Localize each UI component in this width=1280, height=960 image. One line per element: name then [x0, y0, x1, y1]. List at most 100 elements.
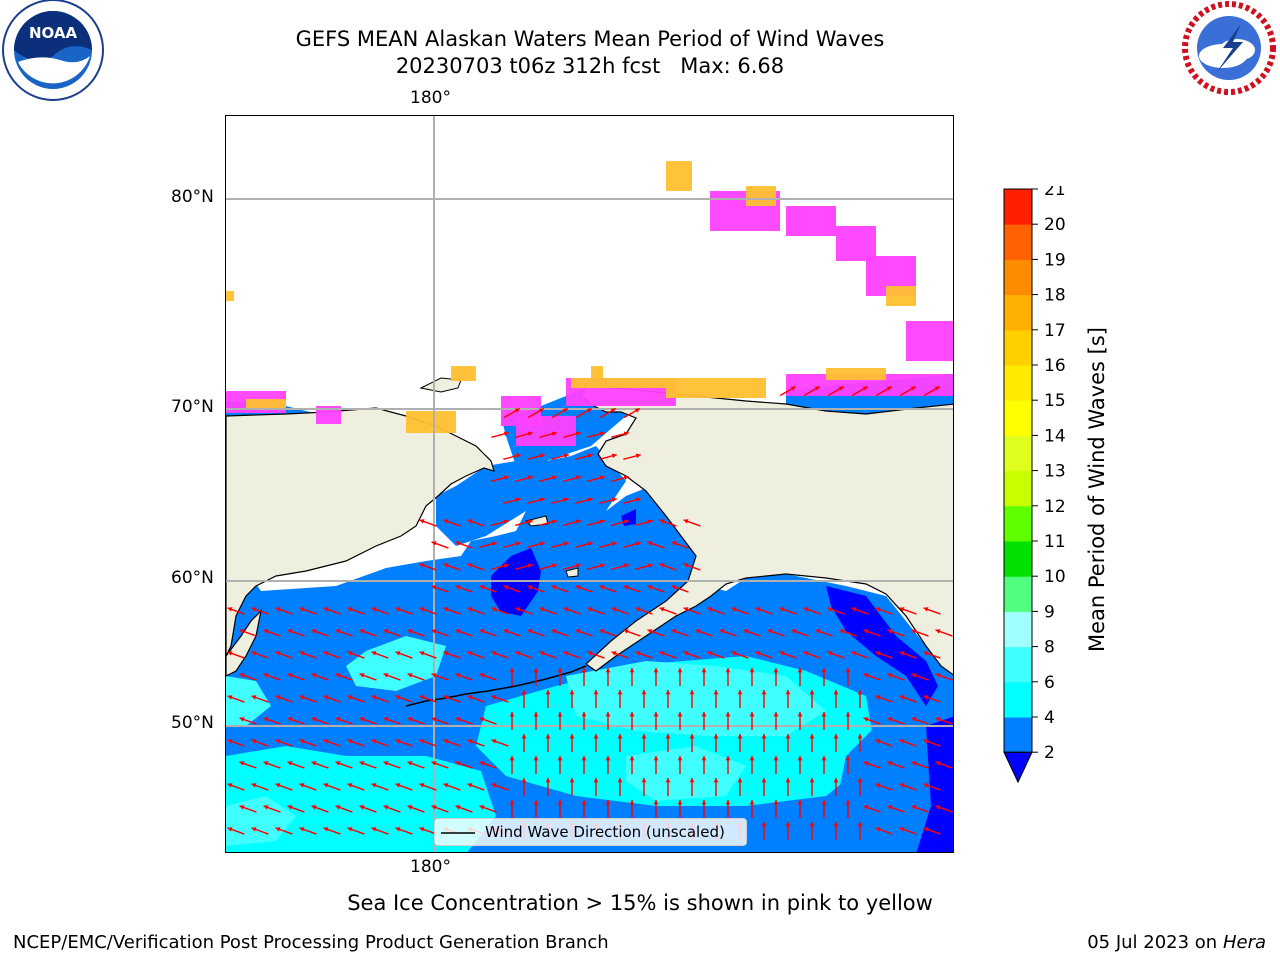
wind-arrow-head: [323, 827, 329, 832]
wind-arrow-head: [527, 585, 533, 590]
wind-arrow-head: [647, 629, 653, 634]
wind-arrow-head: [479, 629, 485, 634]
wind-arrow-head: [809, 778, 815, 783]
wind-arrow-head: [587, 453, 593, 459]
colorbar-tick-label: 17: [1044, 321, 1066, 341]
wind-arrow-head: [557, 712, 563, 717]
colorbar-tick-label: 4: [1044, 708, 1055, 728]
wind-arrow-head: [521, 778, 527, 783]
wind-arrow-head: [431, 541, 437, 546]
wind-arrow-head: [491, 783, 497, 788]
wind-arrow-head: [455, 805, 461, 810]
wind-arrow-head: [251, 739, 257, 744]
wind-arrow-head: [533, 756, 539, 761]
sea-ice-patch: [226, 291, 234, 301]
sea-ice-patch: [516, 416, 576, 446]
wind-arrow-head: [347, 695, 353, 700]
wind-arrow-head: [923, 607, 929, 612]
wind-arrow-head: [887, 805, 893, 810]
wind-arrow-head: [383, 673, 389, 678]
wind-arrow-head: [455, 761, 461, 766]
wind-arrow-head: [371, 827, 377, 832]
wind-arrow-head: [935, 761, 941, 766]
wind-arrow-head: [701, 756, 707, 761]
cyan-zone: [226, 676, 271, 726]
wind-arrow-head: [239, 673, 245, 678]
land-st-lawrence: [525, 515, 549, 527]
sea-ice-patch: [451, 366, 476, 381]
wind-arrow-head: [467, 607, 473, 612]
wind-arrow-head: [551, 585, 557, 590]
wind-arrow-head: [335, 629, 341, 634]
wind-arrow-head: [833, 734, 839, 739]
wind-arrow-head: [689, 734, 695, 739]
wind-arrow-head: [845, 668, 851, 673]
wind-arrow-head: [431, 673, 437, 678]
colorbar-tick-label: 10: [1044, 567, 1066, 587]
sea-ice-patch: [836, 226, 876, 261]
wind-arrow-head: [491, 651, 497, 656]
wind-arrow-head: [443, 651, 449, 656]
footer-machine: Hera: [1222, 932, 1266, 953]
cyan-zone: [566, 661, 826, 736]
wind-arrow-head: [299, 607, 305, 612]
nws-logo: [1177, 0, 1280, 100]
wind-arrow-head: [467, 739, 473, 744]
wind-arrow-head: [934, 386, 940, 391]
wind-arrow-head: [647, 585, 653, 590]
wind-arrow-head: [935, 805, 941, 810]
wind-arrow-head: [605, 712, 611, 717]
wind-arrow-head: [809, 690, 815, 695]
wind-arrow-head: [509, 800, 515, 805]
wind-arrow-head: [623, 563, 629, 569]
wind-arrow-head: [641, 690, 647, 695]
wind-arrow-head: [923, 739, 929, 744]
wind-arrow-head: [671, 629, 677, 634]
wind-arrow-head: [617, 778, 623, 783]
wind-arrow-head: [455, 673, 461, 678]
wind-arrow-head: [263, 761, 269, 766]
wind-arrow-head: [833, 778, 839, 783]
wind-arrow-head: [227, 783, 233, 788]
wind-arrow-head: [443, 783, 449, 788]
colorbar-tick-label: 2: [1044, 743, 1055, 763]
wind-arrow-head: [875, 651, 881, 656]
wind-arrow-head: [797, 756, 803, 761]
wind-arrow-head: [677, 756, 683, 761]
wind-arrow-head: [593, 690, 599, 695]
wind-arrow-head: [551, 629, 557, 634]
wind-arrow-head: [479, 673, 485, 678]
wind-arrow-head: [910, 386, 916, 391]
wind-arrow-head: [689, 778, 695, 783]
wind-arrow-head: [407, 805, 413, 810]
wind-arrow-head: [899, 827, 905, 832]
wind-arrow-head: [629, 668, 635, 673]
wind-arrow-head: [491, 739, 497, 744]
wind-arrow-head: [263, 717, 269, 722]
wind-arrow-head: [857, 690, 863, 695]
wind-arrow-head: [773, 756, 779, 761]
wind-arrow-head: [491, 607, 497, 612]
wind-arrow-head: [335, 673, 341, 678]
wind-arrow-head: [599, 563, 605, 569]
wind-arrow-head: [683, 519, 689, 524]
wind-arrow-head: [503, 519, 509, 525]
wind-arrow-head: [683, 563, 689, 568]
wind-arrow-head: [575, 519, 581, 525]
wind-arrow-head: [311, 629, 317, 634]
wind-arrow-head: [563, 651, 569, 656]
wind-arrow-head: [227, 607, 233, 612]
wind-arrow-head: [239, 717, 245, 722]
wind-arrow-head: [431, 805, 437, 810]
colorbar-segment: [1004, 329, 1032, 366]
wind-arrow-head: [713, 734, 719, 739]
wind-arrow-head: [725, 756, 731, 761]
wind-arrow-head: [407, 629, 413, 634]
wind-arrow-head: [857, 778, 863, 783]
wind-arrow-head: [683, 651, 689, 656]
wind-arrow-head: [911, 761, 917, 766]
wind-arrow-head: [545, 778, 551, 783]
wind-arrow-head: [653, 800, 659, 805]
wind-arrow-head: [886, 386, 892, 391]
wind-arrow-head: [299, 651, 305, 656]
